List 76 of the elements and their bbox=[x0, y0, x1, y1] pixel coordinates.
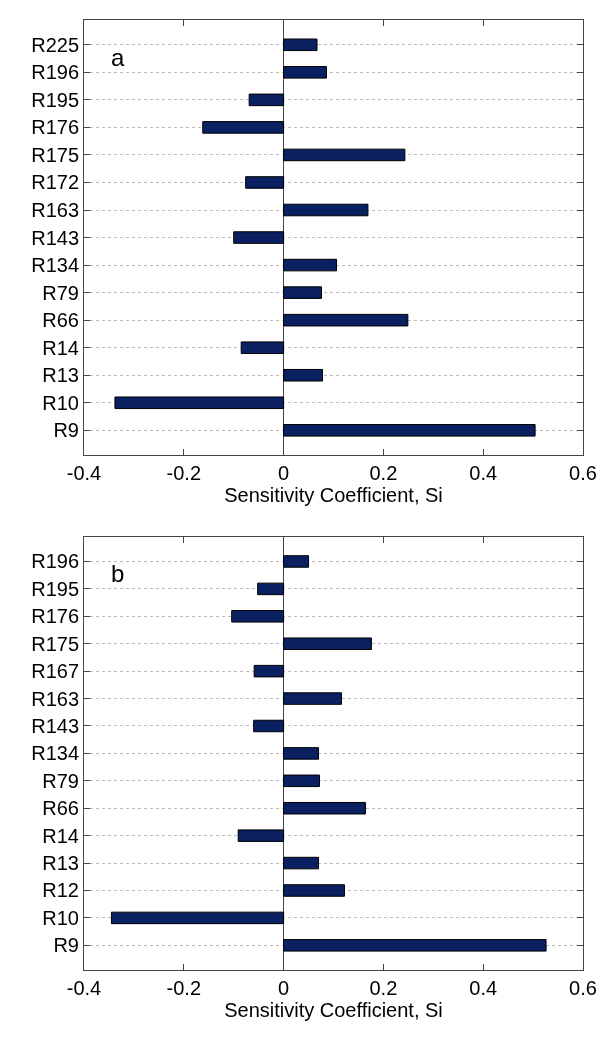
bar bbox=[283, 884, 345, 897]
annotation: b bbox=[111, 560, 125, 587]
y-tick-label: R143 bbox=[31, 226, 79, 249]
y-tick-label: R176 bbox=[31, 605, 79, 628]
y-tick-label: R66 bbox=[42, 309, 79, 332]
y-tick-label: R14 bbox=[42, 824, 79, 847]
bar bbox=[253, 664, 285, 678]
bar bbox=[283, 66, 328, 79]
bar bbox=[283, 424, 536, 437]
x-tick-label: 0.6 bbox=[569, 462, 597, 485]
y-tick-label: R13 bbox=[42, 364, 79, 387]
bar bbox=[202, 121, 285, 134]
y-tick-label: R196 bbox=[31, 61, 79, 84]
y-tick-label: R79 bbox=[42, 769, 79, 792]
x-tick-label: 0.4 bbox=[469, 977, 498, 999]
x-tick-label: 0 bbox=[278, 462, 290, 485]
x-tick-label: -0.2 bbox=[166, 462, 202, 485]
bar bbox=[283, 856, 320, 870]
y-tick-label: R12 bbox=[42, 879, 79, 902]
y-tick-label: R195 bbox=[31, 577, 79, 600]
x-tick-label: 0.6 bbox=[569, 977, 597, 999]
y-tick-label: R172 bbox=[31, 171, 79, 194]
y-tick-label: R196 bbox=[31, 550, 79, 573]
bar bbox=[233, 231, 285, 244]
bar bbox=[283, 368, 324, 382]
y-tick-label: R175 bbox=[31, 143, 79, 166]
y-tick-label: R167 bbox=[31, 660, 79, 683]
x-tick-label: 0.2 bbox=[369, 462, 398, 485]
bar bbox=[283, 637, 372, 650]
y-tick-label: R225 bbox=[31, 33, 79, 56]
y-tick-label: R13 bbox=[42, 852, 79, 875]
y-tick-label: R163 bbox=[31, 199, 79, 222]
y-tick-label: R143 bbox=[31, 714, 79, 737]
bar bbox=[283, 555, 310, 568]
bar bbox=[283, 801, 366, 815]
bar bbox=[114, 396, 285, 410]
y-tick-label: R10 bbox=[42, 391, 79, 414]
x-tick-label: 0 bbox=[278, 977, 290, 999]
x-tick-label: 0.2 bbox=[369, 977, 398, 999]
x-tick-label: -0.2 bbox=[166, 977, 202, 999]
bar bbox=[283, 939, 547, 952]
bar bbox=[283, 313, 409, 327]
bar bbox=[283, 148, 406, 162]
bar bbox=[283, 774, 321, 788]
bar bbox=[283, 203, 369, 217]
bar bbox=[253, 719, 285, 733]
bar bbox=[283, 258, 337, 272]
bar bbox=[283, 38, 318, 52]
x-tick-label: 0.4 bbox=[469, 462, 498, 485]
bar bbox=[245, 176, 285, 189]
annotation: a bbox=[111, 44, 125, 71]
y-tick-label: R134 bbox=[31, 742, 79, 765]
y-tick-label: R163 bbox=[31, 687, 79, 710]
y-tick-label: R176 bbox=[31, 116, 79, 139]
y-tick-label: R66 bbox=[42, 797, 79, 820]
bar bbox=[257, 582, 285, 596]
x-tick-label: -0.4 bbox=[66, 462, 102, 485]
bar bbox=[231, 610, 285, 623]
y-tick-label: R175 bbox=[31, 632, 79, 655]
y-tick-label: R14 bbox=[42, 336, 79, 359]
bar bbox=[283, 692, 342, 705]
y-tick-label: R134 bbox=[31, 254, 79, 277]
bar bbox=[248, 93, 285, 107]
y-tick-label: R79 bbox=[42, 281, 79, 304]
bar bbox=[283, 747, 320, 760]
bar bbox=[110, 911, 285, 925]
y-tick-label: R9 bbox=[53, 419, 79, 442]
y-tick-label: R9 bbox=[53, 934, 79, 957]
bar bbox=[240, 341, 285, 354]
y-tick-label: R195 bbox=[31, 88, 79, 111]
x-axis-title: Sensitivity Coefficient, Si bbox=[224, 484, 443, 507]
y-tick-label: R10 bbox=[42, 906, 79, 929]
x-tick-label: -0.4 bbox=[66, 977, 102, 999]
bar bbox=[283, 286, 323, 299]
bar bbox=[237, 829, 285, 842]
x-axis-title: Sensitivity Coefficient, Si bbox=[224, 999, 443, 1021]
